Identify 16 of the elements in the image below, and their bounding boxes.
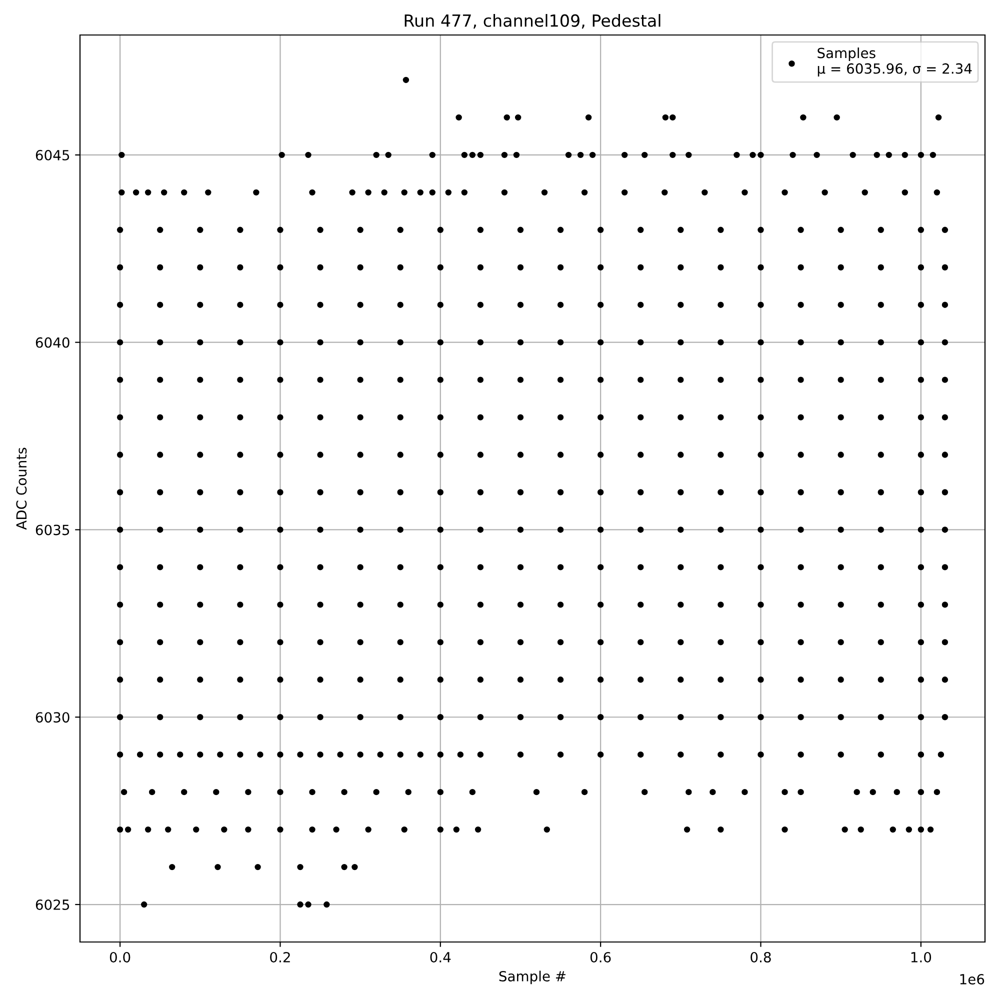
- legend-label: Samples μ = 6035.96, σ = 2.34: [818, 48, 972, 76]
- x-axis-title: Sample #: [499, 970, 566, 984]
- chart-title: Run 477, channel109, Pedestal: [404, 14, 660, 29]
- x-tick-label: 1.0: [911, 952, 932, 962]
- x-tick-label: 0.2: [270, 952, 290, 962]
- y-tick-label: 6045: [36, 150, 70, 160]
- y-axis-title: ADC Counts: [16, 448, 27, 530]
- y-tick-label: 6040: [36, 337, 70, 348]
- x-tick-label: 0.4: [430, 952, 451, 962]
- x-tick-label: 0.6: [590, 952, 611, 962]
- y-tick-label: 6025: [36, 899, 70, 910]
- x-tick-label: 0.0: [110, 952, 130, 962]
- x-tick-label: 0.8: [750, 952, 771, 962]
- y-tick-label: 6030: [36, 712, 70, 723]
- y-tick-label: 6035: [36, 524, 70, 536]
- text: 1e6: [960, 974, 984, 984]
